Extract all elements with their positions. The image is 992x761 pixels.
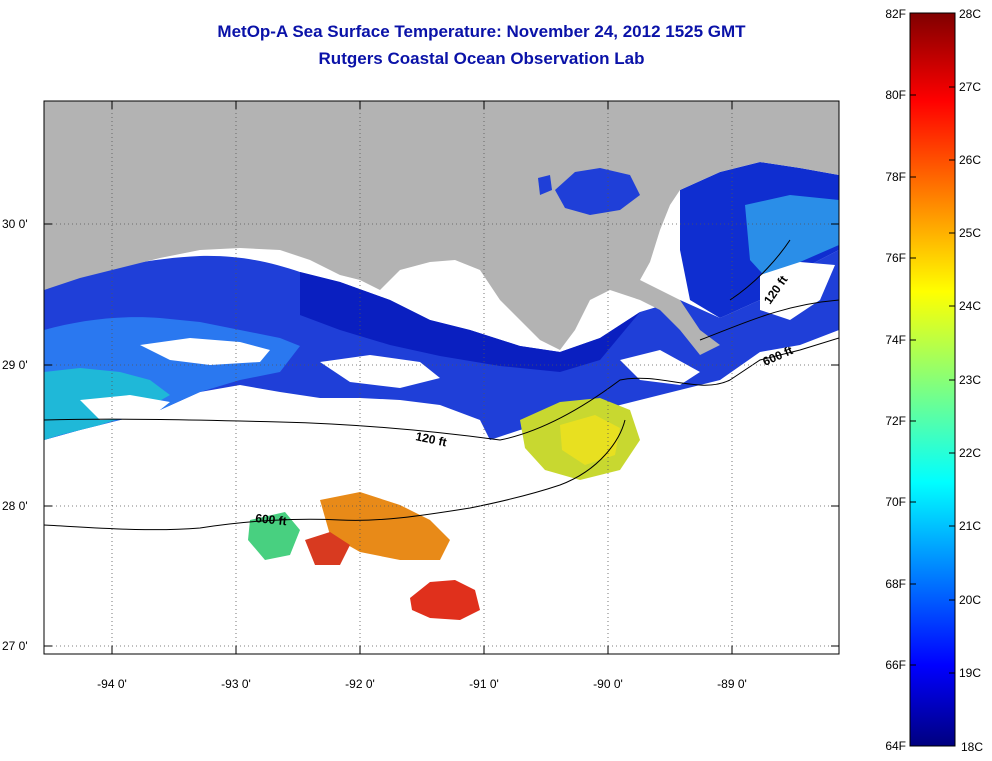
shelf-yellow-core xyxy=(560,415,620,465)
contour-600ft-east xyxy=(699,299,839,341)
lon-label: -93 0' xyxy=(221,677,251,691)
contour-120ft xyxy=(44,337,839,441)
map-subtitle: Rutgers Coastal Ocean Observation Lab xyxy=(318,49,645,68)
colorbar-c-label: 25C xyxy=(959,226,981,240)
colorbar-c-label: 18C xyxy=(961,740,983,754)
colorbar-c-label: 26C xyxy=(959,153,981,167)
plot-frame xyxy=(43,100,840,655)
colorbar-c-label: 24C xyxy=(959,299,981,313)
lon-label: -92 0' xyxy=(345,677,375,691)
cloud-gap xyxy=(760,262,835,320)
cloud-gap xyxy=(140,338,270,365)
graticule xyxy=(44,101,839,654)
colorbar-c-label: 22C xyxy=(959,446,981,460)
lon-label: -91 0' xyxy=(469,677,499,691)
offshore-orange-patch xyxy=(320,492,450,560)
colorbar-f-label: 72F xyxy=(885,414,906,428)
lat-label: 28 0' xyxy=(2,499,28,513)
colorbar-f-label: 66F xyxy=(885,658,906,672)
cloud-gap xyxy=(320,355,440,388)
lon-label: -89 0' xyxy=(717,677,747,691)
northeast-cool-water xyxy=(745,195,839,282)
green-patch-west xyxy=(248,512,300,560)
lon-label: -94 0' xyxy=(97,677,127,691)
contour-label-120ft: 120 ft xyxy=(414,429,448,449)
map-title: MetOp-A Sea Surface Temperature: Novembe… xyxy=(217,22,746,41)
colorbar-f-label: 80F xyxy=(885,88,906,102)
colorbar-c-label: 21C xyxy=(959,519,981,533)
colorbar-f-label: 82F xyxy=(885,7,906,21)
land-mass xyxy=(44,101,839,355)
colorbar-c-label: 27C xyxy=(959,80,981,94)
contour-label-600ft: 600 ft xyxy=(255,511,288,528)
lat-label: 29 0' xyxy=(2,358,28,372)
offshore-warm-water xyxy=(490,455,839,610)
land-lake xyxy=(538,175,552,195)
contour-600ft xyxy=(44,419,626,531)
hot-spot-west xyxy=(305,532,350,565)
axis-ticks xyxy=(44,101,839,654)
hot-spot-south xyxy=(410,580,480,620)
lat-label: 30 0' xyxy=(2,217,28,231)
colorbar-f-label: 78F xyxy=(885,170,906,184)
colorbar-c-label: 19C xyxy=(959,666,981,680)
colorbar xyxy=(909,12,956,747)
colorbar-f-label: 70F xyxy=(885,495,906,509)
colorbar-c-label: 28C xyxy=(959,7,981,21)
colorbar-f-label: 74F xyxy=(885,333,906,347)
contour-120ft-east xyxy=(729,239,791,301)
colorbar-f-label: 64F xyxy=(885,739,906,753)
colorbar-c-label: 23C xyxy=(959,373,981,387)
colorbar-ticks xyxy=(910,86,955,674)
colorbar-f-label: 68F xyxy=(885,577,906,591)
colorbar-c-label: 20C xyxy=(959,593,981,607)
lon-label: -90 0' xyxy=(593,677,623,691)
cloud-gap xyxy=(620,350,700,385)
cloud-gap xyxy=(80,395,170,420)
land-bay xyxy=(555,168,640,215)
colorbar-f-label: 76F xyxy=(885,251,906,265)
cold-water-core xyxy=(300,272,640,372)
lat-label: 27 0' xyxy=(2,639,28,653)
